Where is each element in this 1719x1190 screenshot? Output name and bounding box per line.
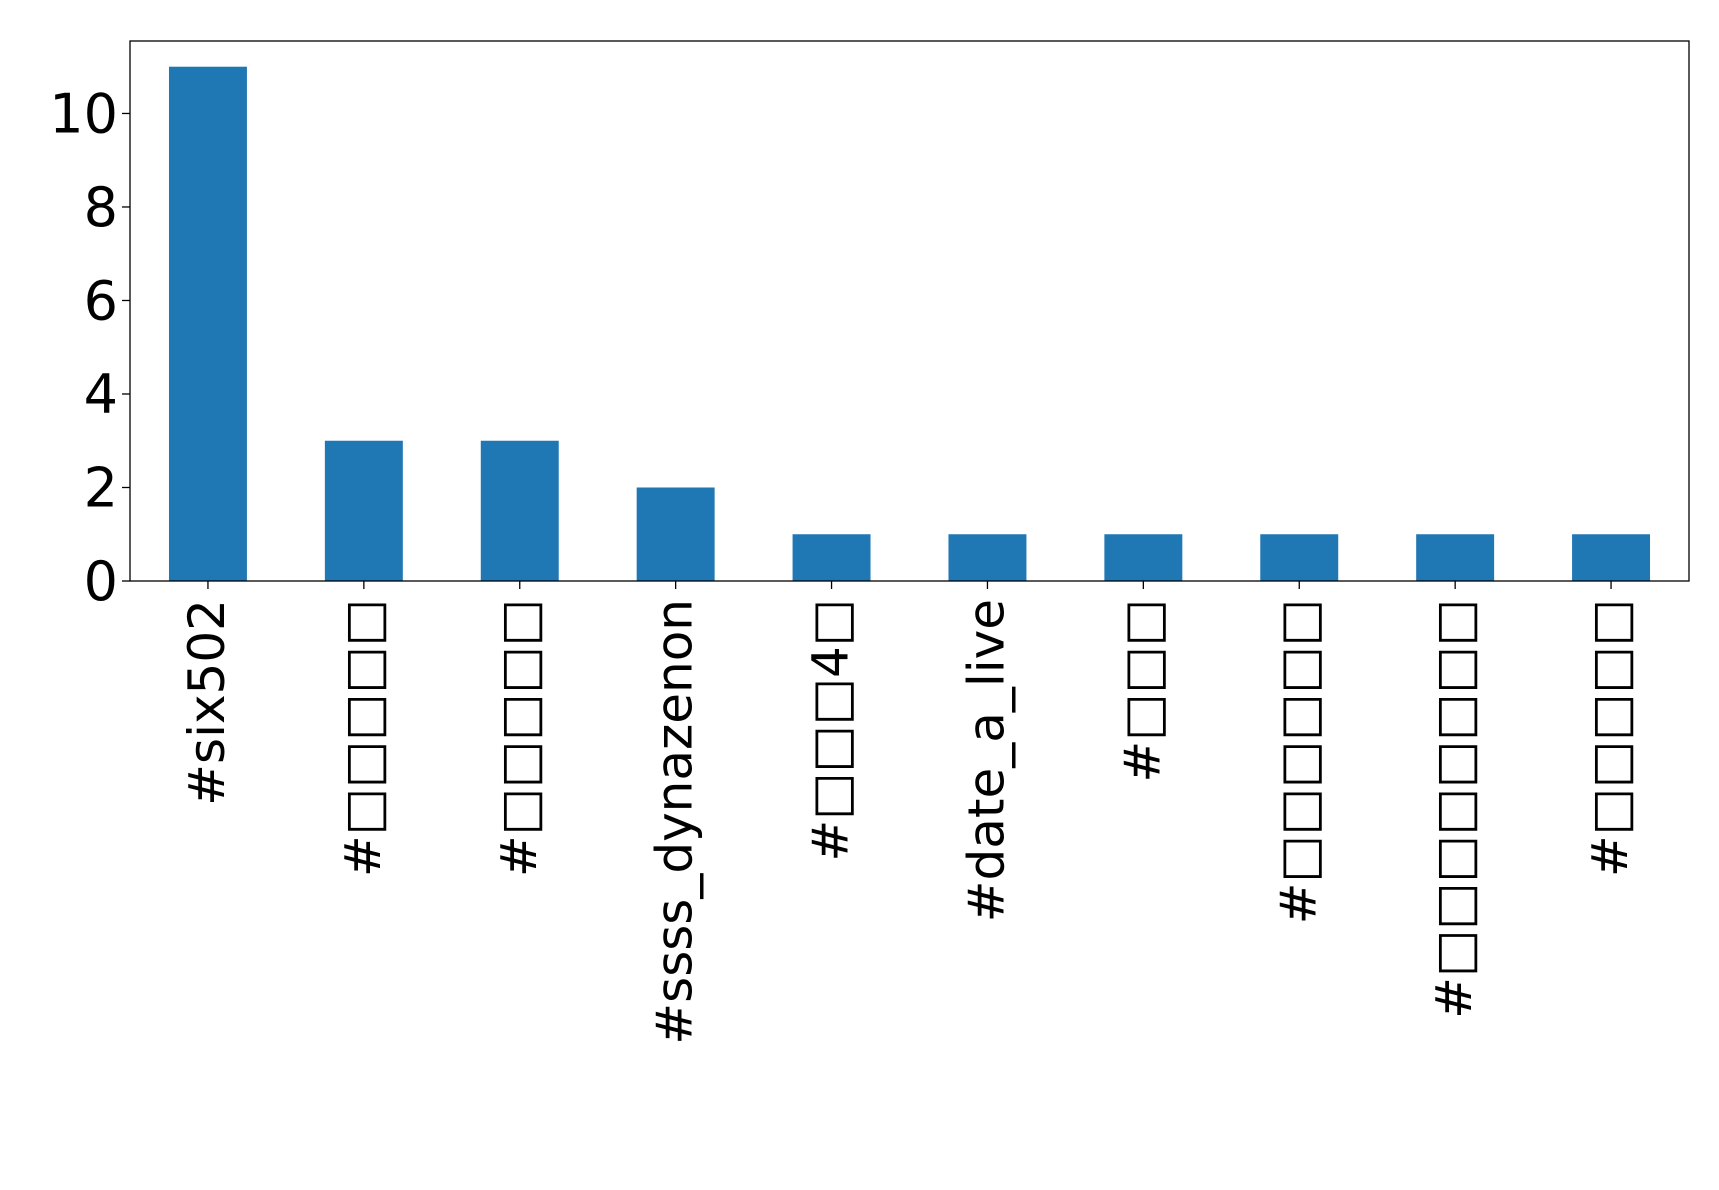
y-tick-label: 0 <box>84 550 118 613</box>
x-tick-label: #ssss_dynazenon <box>646 599 704 1045</box>
y-tick-label: 6 <box>84 269 118 332</box>
plot-frame <box>129 40 1690 582</box>
x-tick-label: #date_a_live <box>957 599 1015 922</box>
x-tick-label: #□□□□□ <box>490 599 548 877</box>
bar-2 <box>480 440 559 581</box>
y-tick-label: 2 <box>84 456 118 519</box>
y-tick-label: 10 <box>49 82 118 145</box>
bar-7 <box>1260 534 1339 581</box>
x-tick-label: #□□□□□□ <box>1269 599 1327 924</box>
bar-4 <box>792 534 871 581</box>
y-axis: 0 2 4 6 8 10 <box>49 82 130 613</box>
bar-0 <box>168 66 247 581</box>
y-tick-label: 4 <box>84 363 118 426</box>
bar-8 <box>1416 534 1495 581</box>
x-tick-label: #□□□□□ <box>1581 599 1639 877</box>
bar-5 <box>948 534 1027 581</box>
bar-9 <box>1572 534 1651 581</box>
x-tick-label: #□□□□□□□□ <box>1425 599 1483 1019</box>
x-tick-label: #six502 <box>178 599 236 806</box>
y-tick-label: 8 <box>84 176 118 239</box>
x-tick-label: #□□□ <box>1113 599 1171 783</box>
bars-layer <box>168 66 1651 581</box>
x-axis: #six502 #□□□□□ #□□□□□ #ssss_dynazenon #□□□4□… <box>178 581 1639 1045</box>
x-tick-label: #□□□4□ <box>802 599 860 862</box>
bar-6 <box>1104 534 1183 581</box>
x-tick-label: #□□□□□ <box>334 599 392 877</box>
bar-1 <box>324 440 403 581</box>
bar-3 <box>636 487 715 581</box>
